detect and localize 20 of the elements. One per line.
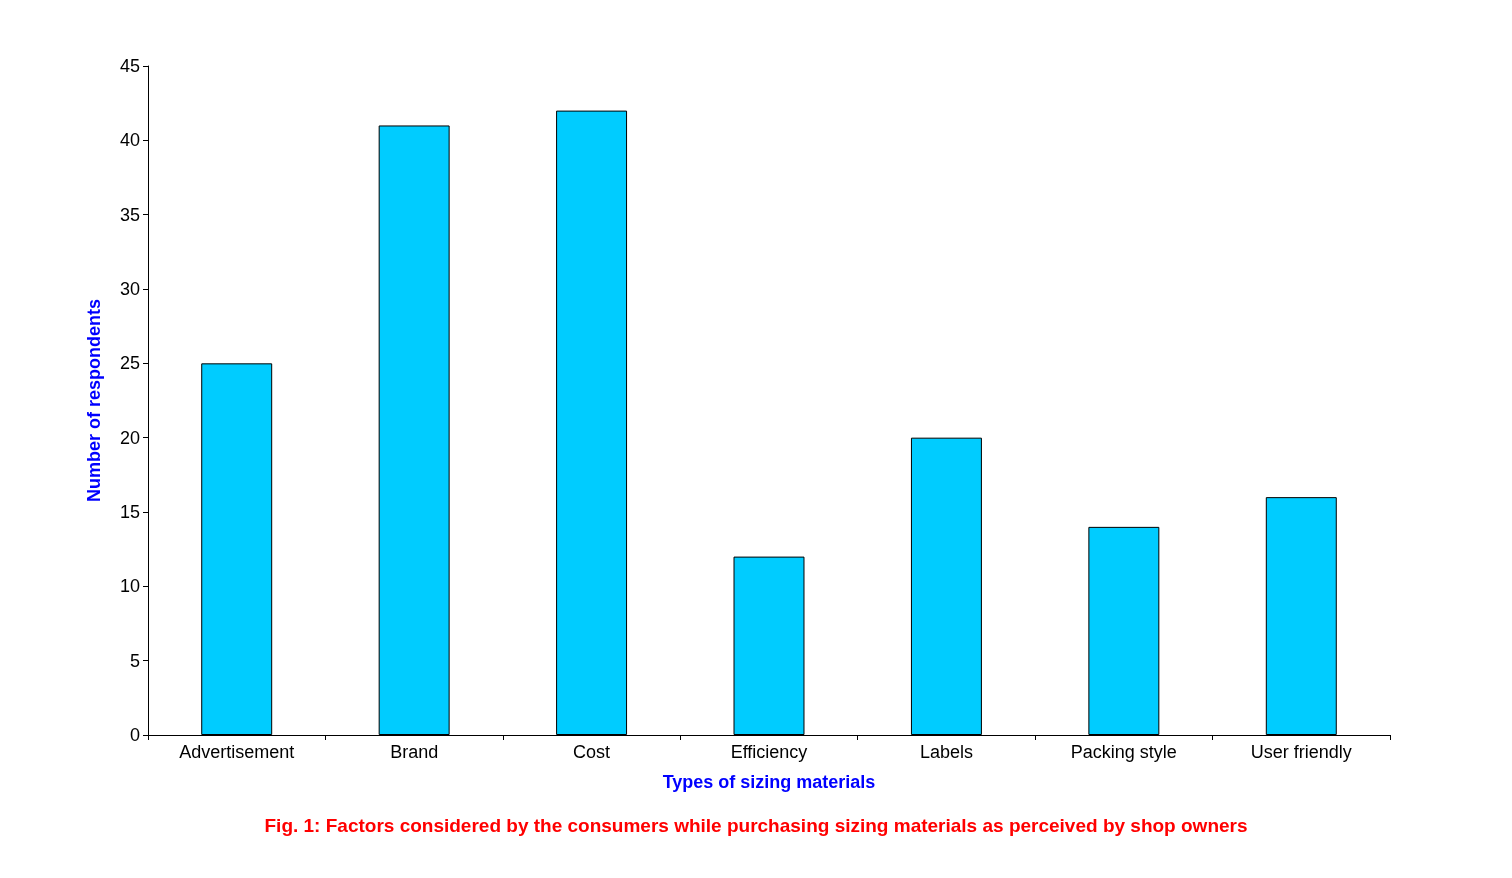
y-tick-label: 10 [119,576,140,597]
x-tick-label: Packing style [1070,742,1177,762]
y-tick-label: 30 [119,279,140,299]
x-tick-label: Efficiency [730,742,808,762]
x-tick-label: User friendly [1250,742,1352,762]
y-tick-label: 40 [119,130,140,151]
x-axis-title: Types of sizing materials [662,772,876,792]
x-tick-label: Labels [919,742,973,762]
y-tick-label: 20 [119,427,140,448]
y-tick-label: 45 [119,56,140,76]
y-tick-label: 15 [119,502,140,522]
x-tick-label: Cost [573,742,611,762]
x-tick-label: Brand [390,742,439,762]
y-tick-label: 0 [129,725,140,745]
y-tick-label: 25 [119,353,140,374]
y-tick-label: 5 [129,650,140,671]
y-axis-title: Number of respondents [84,298,104,503]
x-tick-label: Advertisement [179,742,295,762]
text: Fig. 1: Factors considered by the consumers while purchasing sizing materials as perceived by shop owners [264,815,1248,836]
y-tick-label: 35 [119,204,140,225]
